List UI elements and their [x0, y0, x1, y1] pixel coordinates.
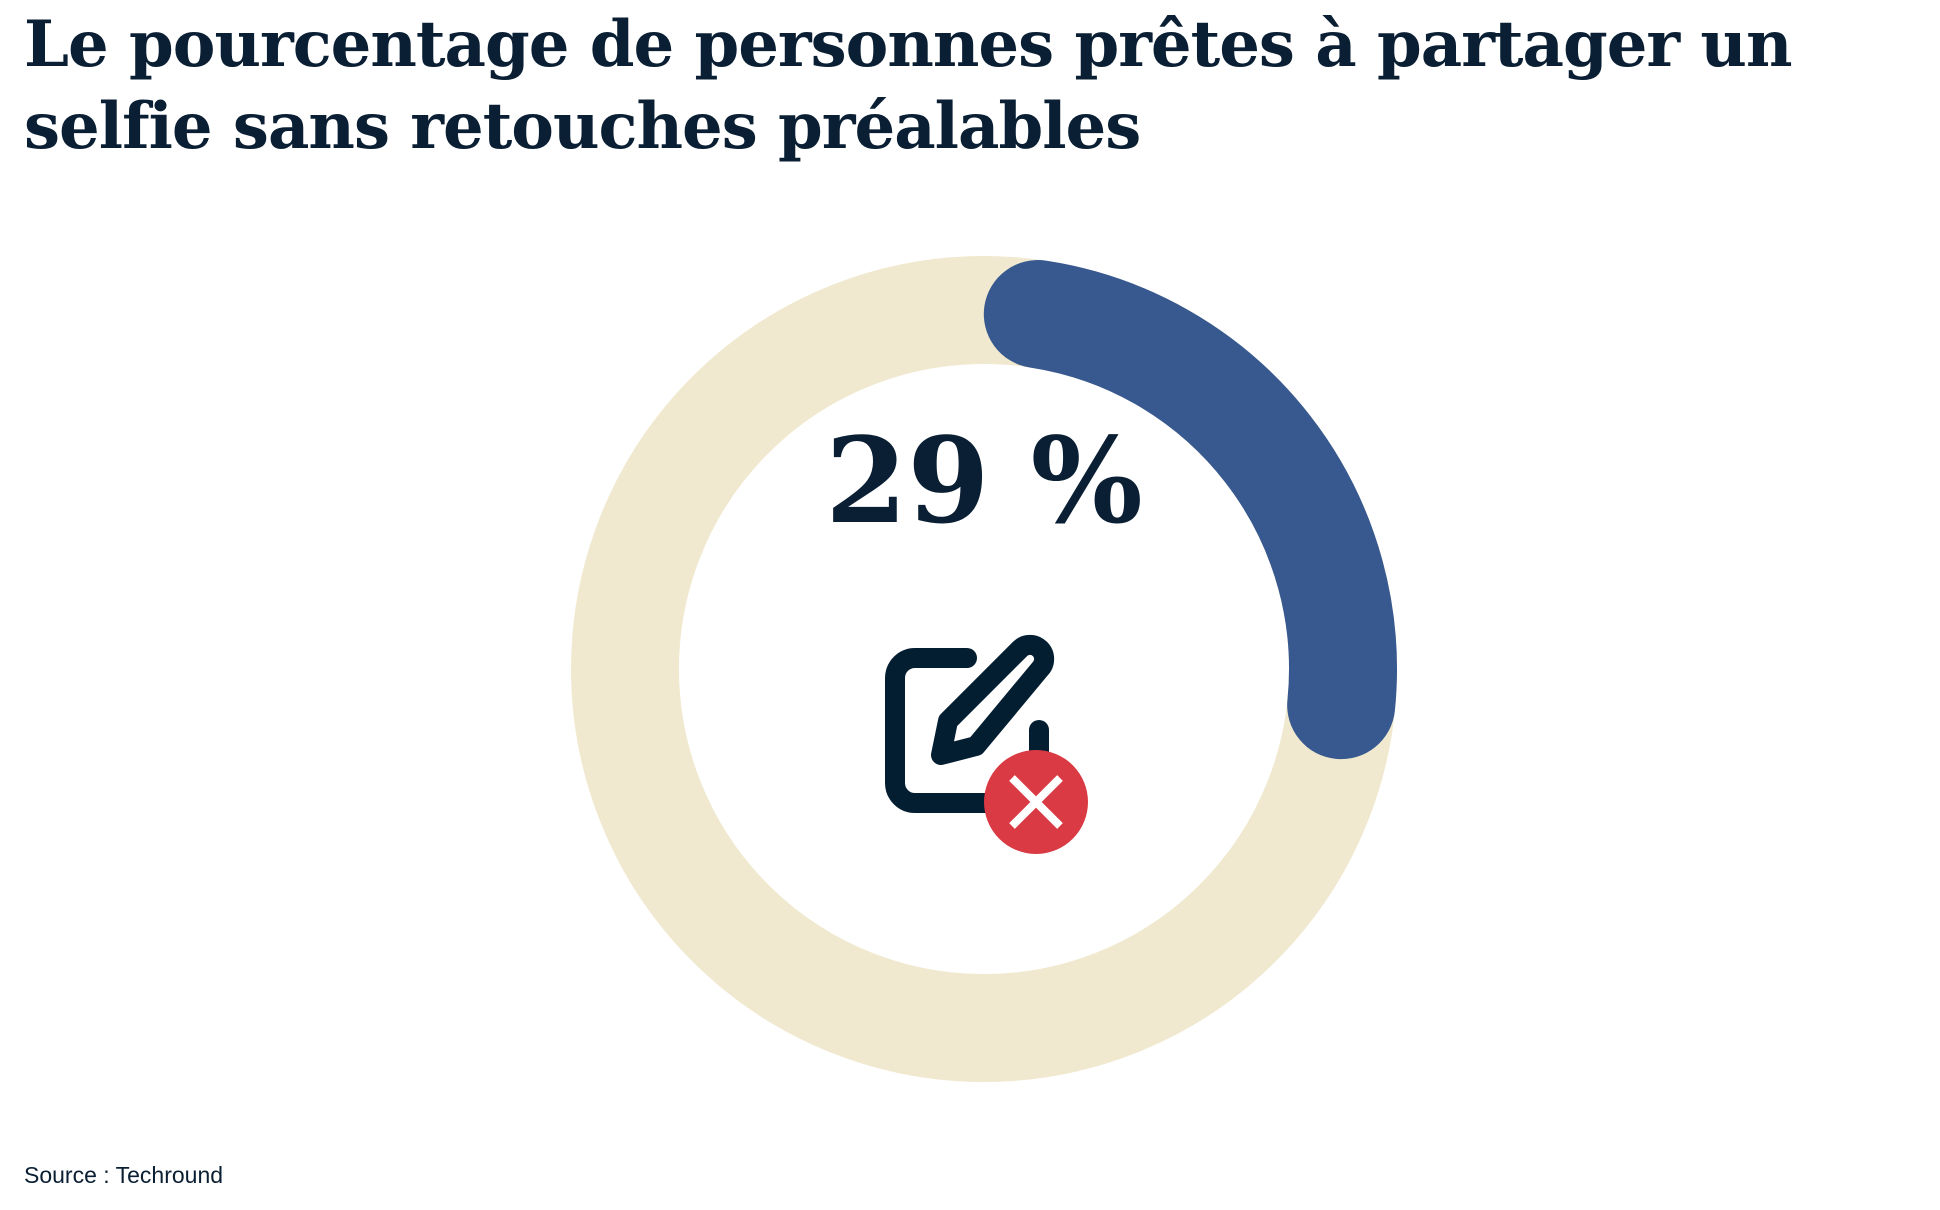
chart-title: Le pourcentage de personnes prêtes à par…: [24, 7, 1792, 164]
value-label: 29 %: [825, 411, 1142, 550]
donut-value-arc: [983, 260, 1397, 760]
source-note: Source : Techround: [24, 1162, 224, 1188]
close-badge-icon: [984, 750, 1088, 854]
